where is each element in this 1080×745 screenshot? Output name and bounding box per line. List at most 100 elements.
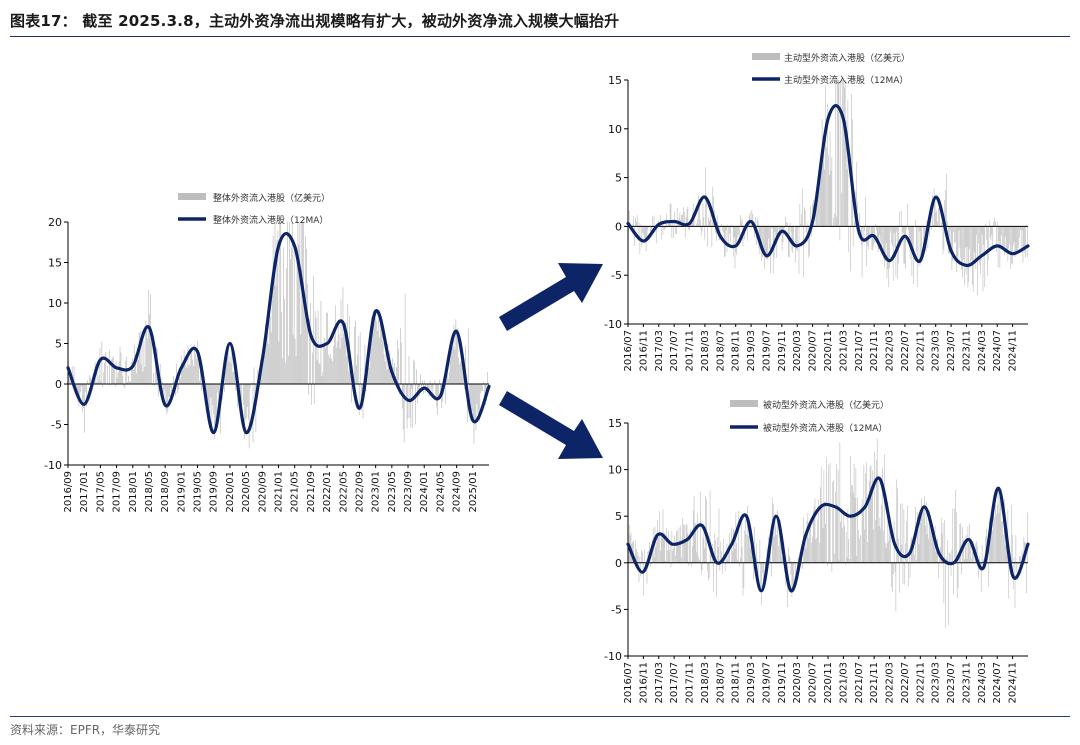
bar [711, 561, 713, 563]
bar [1013, 557, 1015, 563]
y-tick-label: -5 [51, 419, 62, 432]
bar [992, 226, 994, 250]
x-tick-label: 2023/09 [403, 471, 414, 513]
bar [866, 462, 867, 563]
bar [788, 555, 790, 563]
bar [883, 226, 884, 259]
bar [282, 358, 283, 384]
bar [723, 538, 724, 563]
x-tick-label: 2022/03 [885, 662, 896, 704]
bar [274, 222, 276, 384]
bar [298, 244, 300, 384]
y-tick-label: 5 [615, 172, 622, 185]
bar [102, 384, 104, 388]
x-tick-label: 2016/07 [623, 662, 634, 704]
bar [956, 511, 957, 563]
bar [103, 372, 105, 384]
bar [750, 546, 752, 563]
bar [981, 544, 983, 563]
bar [378, 337, 380, 384]
bar [866, 226, 867, 267]
bar [346, 356, 348, 384]
bar [684, 525, 685, 563]
bar [435, 384, 437, 400]
bar [988, 220, 990, 227]
bar [312, 275, 314, 384]
bar [134, 354, 136, 384]
bar [727, 559, 729, 563]
bar [781, 226, 783, 251]
bar [277, 230, 279, 384]
bar [168, 384, 170, 397]
bar [246, 384, 248, 408]
bar [797, 556, 799, 563]
bar [916, 512, 918, 563]
bar [713, 562, 714, 592]
x-tick-label: 2023/11 [962, 662, 973, 704]
bar [223, 384, 225, 393]
bar [813, 506, 815, 563]
bar [752, 213, 754, 227]
bar [841, 192, 842, 227]
bar [937, 221, 938, 227]
bar [964, 559, 965, 563]
bar [109, 350, 110, 384]
bar [394, 362, 395, 384]
bar [684, 211, 685, 227]
bar [474, 384, 476, 421]
bar [398, 348, 399, 384]
bar [226, 345, 228, 384]
x-tick-label: 2023/11 [962, 330, 973, 372]
bar [315, 317, 317, 384]
bar [356, 364, 357, 384]
x-tick-label: 2024/01 [419, 471, 430, 513]
bar [745, 519, 746, 563]
bar [147, 338, 149, 384]
x-tick-label: 2024/03 [977, 330, 988, 372]
bar [738, 511, 739, 563]
bar [301, 222, 303, 384]
arrow-down-right-icon [499, 391, 603, 459]
bar [643, 226, 644, 236]
bar [1012, 534, 1013, 563]
ma-line-group [626, 476, 1030, 593]
bar [905, 226, 906, 269]
bar [959, 226, 961, 249]
bar [1020, 556, 1021, 563]
x-tick-label: 2022/09 [355, 471, 366, 513]
bar [805, 226, 807, 232]
bar [662, 226, 664, 235]
bar [633, 216, 634, 227]
bar [772, 226, 773, 229]
bar [157, 384, 159, 397]
bar [408, 356, 410, 384]
bar [319, 364, 321, 384]
bar [980, 226, 982, 261]
bar [724, 562, 726, 572]
bar [200, 363, 201, 384]
chart-active-flows: -10 -5 0 5 10 15 2016/07 2016/11 2017/03 2017/07 2… [604, 52, 1030, 372]
bar [727, 224, 729, 227]
bar [788, 226, 790, 258]
bar [905, 543, 906, 563]
bar [1015, 226, 1017, 256]
bar [945, 562, 946, 629]
bar [875, 224, 876, 227]
bar [757, 562, 759, 579]
bar [709, 219, 711, 227]
bar [83, 384, 84, 409]
bar [154, 384, 155, 386]
bar [960, 226, 962, 259]
bar [733, 226, 735, 238]
bar [716, 215, 718, 227]
bar [295, 356, 297, 384]
bar [124, 384, 126, 389]
bar [386, 369, 388, 384]
bar [969, 226, 970, 250]
bar [131, 362, 132, 384]
bar [478, 384, 480, 417]
x-tick-label: 2017/07 [669, 330, 680, 372]
bar [941, 222, 943, 227]
bar [414, 361, 416, 384]
legend-bar-label: 主动型外资流入港股（亿美元） [784, 52, 910, 64]
